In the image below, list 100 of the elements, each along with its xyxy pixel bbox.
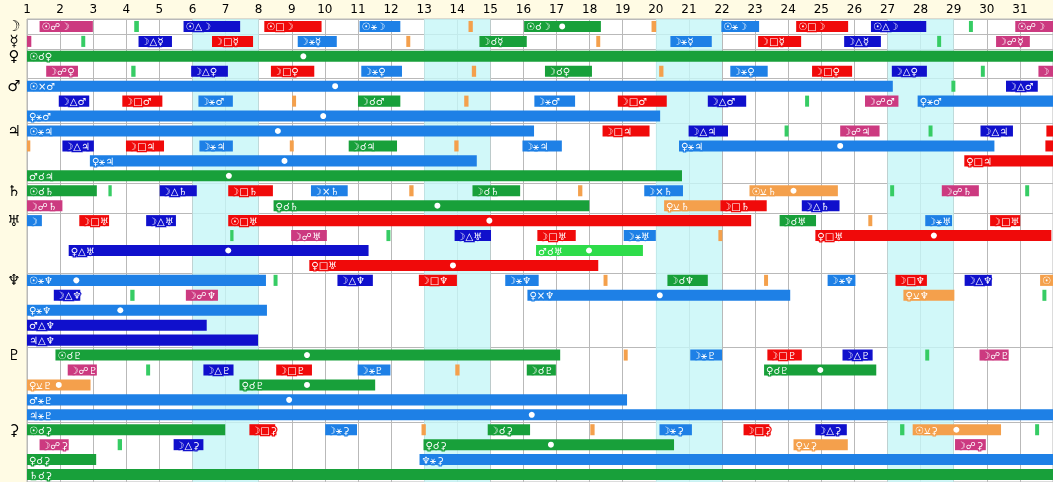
x-tick-label: 28 bbox=[912, 2, 929, 16]
data-label: ☽□♅ bbox=[992, 215, 1020, 227]
data-label: ☽□♂ bbox=[124, 96, 152, 108]
point bbox=[225, 172, 232, 179]
point bbox=[817, 366, 824, 373]
point bbox=[320, 113, 327, 120]
data-label: ☉⚹☽ bbox=[723, 21, 748, 33]
data-label: ☽⚹♂ bbox=[536, 96, 561, 108]
data-label: ♀□♃ bbox=[966, 155, 993, 167]
data-label: ☉☌⚳ bbox=[29, 424, 53, 436]
x-tick-label: 21 bbox=[681, 2, 697, 16]
bar bbox=[27, 304, 267, 316]
data-label: ☽☌♄ bbox=[474, 185, 500, 197]
data-label: ♀⚺♄ bbox=[666, 200, 690, 212]
data-label: ☉☌♇ bbox=[57, 350, 83, 362]
point bbox=[274, 128, 281, 135]
data-label: ♀⚺♇ bbox=[29, 379, 53, 391]
x-tick-label: 20 bbox=[648, 2, 664, 16]
data-label: ☽△☿ bbox=[846, 36, 869, 48]
bar bbox=[81, 35, 86, 47]
point bbox=[55, 381, 62, 388]
data-label: ☽☍♅ bbox=[293, 230, 322, 242]
data-label: ♀×♆ bbox=[529, 290, 555, 302]
data-label: ♂△♆ bbox=[29, 320, 55, 332]
data-label: ♀⚹♂ bbox=[919, 96, 942, 108]
bar bbox=[1035, 424, 1040, 436]
bar bbox=[590, 424, 595, 436]
point bbox=[117, 307, 124, 314]
data-label: ☉□☽ bbox=[798, 21, 826, 33]
data-label: ☽☍♂ bbox=[867, 96, 896, 108]
data-label: ♀△♅ bbox=[70, 245, 95, 257]
data-label: ☽△☿ bbox=[140, 36, 164, 48]
data-label: ☽☌♀ bbox=[546, 66, 570, 78]
data-label: ☽☍☿ bbox=[998, 36, 1024, 48]
data-label: ☽⚹♆ bbox=[829, 275, 854, 287]
y-tick-label: ♃ bbox=[7, 122, 21, 141]
data-label: ☉△☽ bbox=[872, 21, 899, 33]
point bbox=[656, 292, 663, 299]
x-tick-label: 12 bbox=[383, 2, 399, 16]
data-label: ♀☌♄ bbox=[275, 200, 299, 212]
x-tick-label: 22 bbox=[714, 2, 730, 16]
data-label: ♆⚹⚳ bbox=[421, 454, 444, 466]
data-label: ☽☍⚳ bbox=[41, 439, 68, 451]
data-label: ☽△♀ bbox=[193, 66, 218, 78]
x-tick-label: 6 bbox=[188, 2, 197, 16]
data-label: ☽□♇ bbox=[278, 364, 306, 376]
data-label: ♀⚹♃ bbox=[91, 155, 115, 167]
point bbox=[837, 142, 844, 149]
x-tick-label: 27 bbox=[879, 2, 896, 16]
data-label: ♀□♅ bbox=[817, 230, 844, 242]
bar bbox=[980, 65, 985, 77]
x-tick-label: 30 bbox=[979, 2, 995, 16]
x-tick-label: 13 bbox=[416, 2, 432, 16]
x-tick-label: 24 bbox=[780, 2, 796, 16]
data-label: ☽□♄ bbox=[230, 185, 258, 197]
point bbox=[559, 23, 566, 30]
data-label: ☉△☽ bbox=[185, 21, 212, 33]
data-label: ☉□☽ bbox=[266, 21, 294, 33]
data-label: ♀⚹♆ bbox=[29, 305, 52, 317]
data-label: ♀□♅ bbox=[311, 260, 338, 272]
data-label: ☽□♅ bbox=[539, 230, 567, 242]
point bbox=[547, 441, 554, 448]
data-label: ☉⚹☽ bbox=[361, 21, 386, 33]
data-label: ☽⚹☿ bbox=[672, 36, 694, 48]
data-label: ♀☌⚳ bbox=[425, 439, 447, 451]
data-label: ☽△♂ bbox=[60, 96, 87, 108]
x-tick-label: 10 bbox=[317, 2, 333, 16]
bar bbox=[228, 215, 752, 227]
point bbox=[300, 53, 307, 60]
data-label: ♂⚹♇ bbox=[29, 394, 53, 406]
data-label: ♀☌♇ bbox=[766, 364, 790, 376]
data-label: ☽△♀ bbox=[893, 66, 918, 78]
bar bbox=[468, 20, 473, 32]
bar bbox=[27, 274, 266, 286]
bar bbox=[951, 80, 956, 92]
point bbox=[953, 426, 960, 433]
data-label: ☽⚹♅ bbox=[625, 230, 650, 242]
x-tick-label: 2 bbox=[56, 2, 64, 16]
bar bbox=[108, 185, 112, 197]
bar bbox=[27, 110, 661, 122]
x-tick-label: 14 bbox=[449, 2, 465, 16]
data-label: ☽□♅ bbox=[81, 215, 109, 227]
bar bbox=[130, 289, 135, 301]
x-tick-label: 16 bbox=[515, 2, 532, 16]
data-label: ☽☌♃ bbox=[350, 140, 376, 152]
x-tick-label: 25 bbox=[813, 2, 829, 16]
data-label: ♀☌♇ bbox=[241, 379, 265, 391]
point bbox=[304, 381, 310, 388]
data-label: ♀⚺♆ bbox=[905, 290, 929, 302]
data-label: ☽☍♀ bbox=[48, 66, 75, 78]
data-label: ☉☌♀ bbox=[29, 51, 53, 63]
bar bbox=[27, 394, 628, 406]
x-tick-label: 4 bbox=[122, 2, 131, 16]
data-label: ☽☌☿ bbox=[481, 36, 504, 48]
data-label: ♂☌♃ bbox=[29, 170, 54, 182]
bar bbox=[89, 155, 477, 167]
data-label: ☽△♃ bbox=[64, 140, 91, 152]
data-label: ☽△♅ bbox=[456, 230, 483, 242]
data-label: ☽☍♄ bbox=[943, 185, 972, 197]
x-tick-label: 9 bbox=[287, 2, 296, 16]
